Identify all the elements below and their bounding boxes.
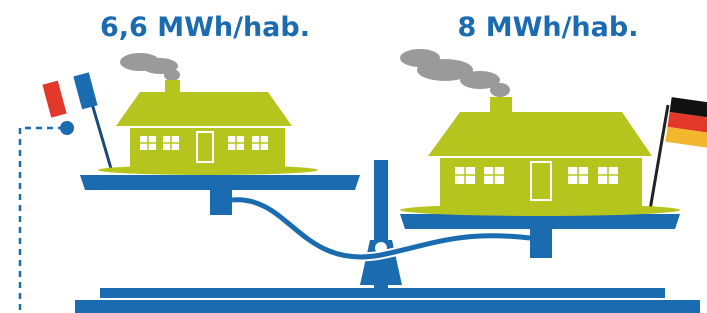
scene: 6,6 MWh/hab. 8 MWh/hab. — [0, 0, 707, 313]
left-label: 6,6 MWh/hab. — [100, 12, 310, 43]
right-house — [400, 97, 680, 216]
page: 6,6 MWh/hab. 8 MWh/hab. — [0, 0, 707, 313]
left-smoke — [120, 53, 180, 81]
dot — [60, 121, 74, 135]
right-stem — [530, 229, 552, 258]
left-plate — [80, 175, 360, 190]
base — [75, 300, 700, 313]
french-flag — [42, 72, 97, 117]
right-plate — [400, 214, 680, 229]
dashed-line — [20, 128, 64, 313]
flag-pole — [650, 105, 668, 210]
right-smoke — [400, 49, 510, 97]
left-stem — [210, 190, 232, 215]
right-label: 8 MWh/hab. — [458, 12, 639, 43]
left-house — [98, 80, 318, 175]
german-flag — [665, 97, 707, 147]
